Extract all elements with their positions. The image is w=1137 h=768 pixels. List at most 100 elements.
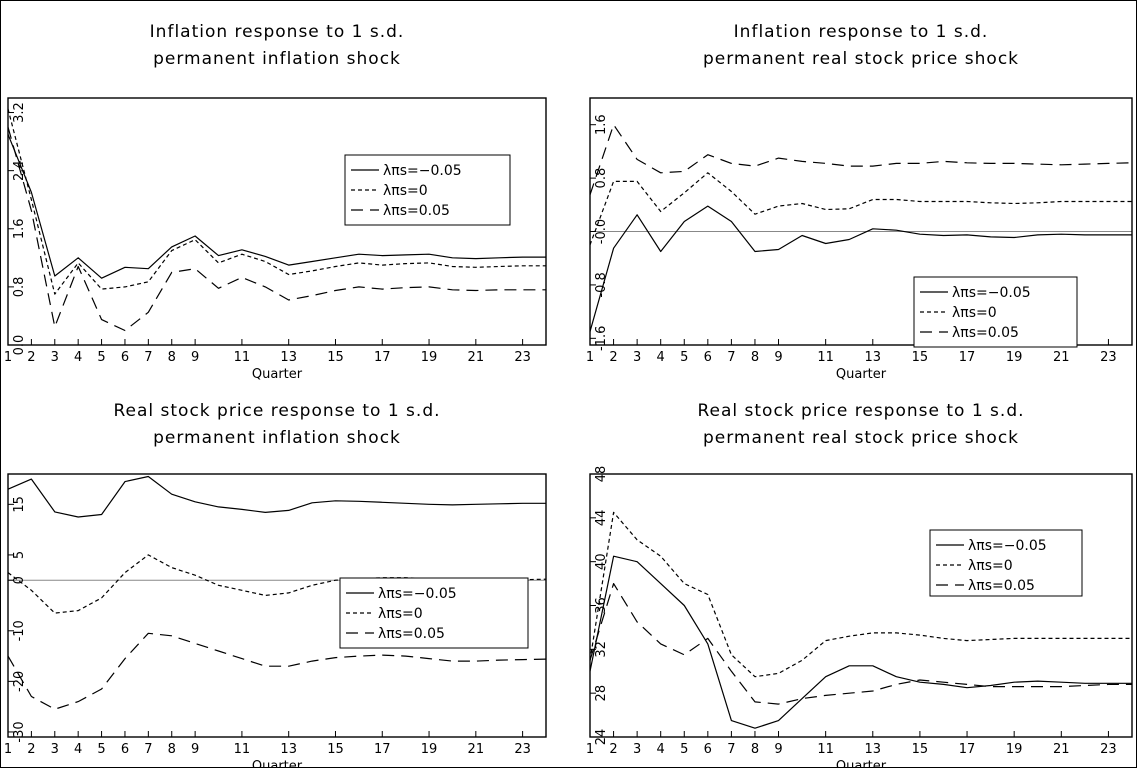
x-tick-label: 2 bbox=[609, 350, 617, 365]
x-tick-label: 4 bbox=[74, 350, 82, 365]
x-tick-label: 11 bbox=[817, 742, 834, 757]
legend-box bbox=[339, 577, 529, 649]
x-tick-label: 11 bbox=[234, 350, 251, 365]
x-tick-label: 19 bbox=[1006, 350, 1023, 365]
legend-label-3: λπs=0.05 bbox=[378, 626, 445, 642]
y-tick-label: 15 bbox=[12, 496, 27, 513]
legend-label-2: λπs=0 bbox=[952, 305, 997, 321]
series-line-3 bbox=[7, 632, 547, 710]
x-tick-label: 9 bbox=[191, 350, 199, 365]
series-line-3 bbox=[589, 124, 1133, 195]
x-tick-label: 13 bbox=[280, 350, 297, 365]
x-tick-label: 6 bbox=[121, 742, 129, 757]
x-tick-label: 3 bbox=[633, 742, 641, 757]
series-line-3 bbox=[589, 582, 1132, 705]
chart-title-line-2: permanent inflation shock bbox=[153, 428, 401, 448]
y-tick-label: 3.2 bbox=[12, 102, 27, 123]
y-tick-label: 2.4 bbox=[12, 160, 27, 181]
series-line-1 bbox=[7, 475, 546, 518]
chart-panel-1: Inflation response to 1 s.d. permanent in… bbox=[4, 22, 547, 382]
x-tick-label: 5 bbox=[680, 742, 688, 757]
x-axis-label: Quarter bbox=[252, 759, 303, 768]
chart-title-line-1: Inflation response to 1 s.d. bbox=[734, 22, 989, 42]
series-line-1 bbox=[589, 555, 1132, 729]
legend: λπs=−0.05 λπs=0 λπs=0.05 bbox=[339, 577, 529, 649]
x-tick-label: 17 bbox=[374, 350, 391, 365]
chart-title-line-2: permanent real stock price shock bbox=[703, 49, 1019, 69]
x-tick-label: 2 bbox=[27, 742, 35, 757]
plot-frame bbox=[7, 473, 547, 738]
legend-label-1: λπs=−0.05 bbox=[968, 538, 1047, 554]
series-line-3 bbox=[7, 126, 546, 332]
x-tick-label: 1 bbox=[4, 742, 12, 757]
x-tick-label: 15 bbox=[912, 350, 929, 365]
x-tick-label: 3 bbox=[51, 350, 59, 365]
x-tick-label: 7 bbox=[727, 742, 735, 757]
x-tick-label: 6 bbox=[704, 742, 712, 757]
series-line-2 bbox=[589, 511, 1132, 678]
y-tick-label: 0.0 bbox=[12, 335, 27, 356]
y-tick-label: 5 bbox=[12, 551, 27, 559]
x-tick-label: 6 bbox=[121, 350, 129, 365]
x-tick-label: 17 bbox=[374, 742, 391, 757]
chart-panel-2: Inflation response to 1 s.d. permanent re… bbox=[586, 22, 1133, 382]
x-tick-label: 8 bbox=[751, 350, 759, 365]
legend-label-3: λπs=0.05 bbox=[383, 203, 450, 219]
x-axis-label: Quarter bbox=[836, 367, 887, 382]
y-tick-label: 44 bbox=[594, 510, 609, 527]
x-tick-label: 23 bbox=[1100, 742, 1117, 757]
x-tick-label: 23 bbox=[514, 742, 531, 757]
x-tick-label: 3 bbox=[51, 742, 59, 757]
y-tick-label: 36 bbox=[594, 597, 609, 614]
chart-title-line-1: Inflation response to 1 s.d. bbox=[150, 22, 405, 42]
series-line-1 bbox=[7, 134, 546, 279]
x-tick-label: 5 bbox=[97, 742, 105, 757]
y-tick-label: -0.8 bbox=[594, 272, 609, 297]
x-tick-label: 3 bbox=[633, 350, 641, 365]
x-tick-label: 4 bbox=[74, 742, 82, 757]
y-tick-label: 24 bbox=[594, 729, 609, 746]
series-line-2 bbox=[589, 172, 1132, 246]
x-tick-label: 7 bbox=[727, 350, 735, 365]
x-tick-label: 21 bbox=[468, 350, 485, 365]
y-tick-label: 1.6 bbox=[12, 218, 27, 239]
x-tick-label: 21 bbox=[1053, 742, 1070, 757]
x-tick-label: 15 bbox=[327, 742, 344, 757]
y-tick-label: 48 bbox=[594, 466, 609, 483]
legend-label-1: λπs=−0.05 bbox=[383, 163, 462, 179]
series-line-2 bbox=[7, 108, 546, 295]
x-tick-label: 5 bbox=[680, 350, 688, 365]
x-tick-label: 13 bbox=[280, 742, 297, 757]
x-tick-label: 1 bbox=[4, 350, 12, 365]
x-tick-label: 9 bbox=[774, 742, 782, 757]
x-tick-label: 9 bbox=[774, 350, 782, 365]
x-tick-label: 6 bbox=[704, 350, 712, 365]
x-tick-label: 13 bbox=[865, 742, 882, 757]
y-tick-label: 28 bbox=[594, 685, 609, 702]
chart-title-line-2: permanent real stock price shock bbox=[703, 428, 1019, 448]
plot-frame bbox=[589, 97, 1133, 346]
legend-label-2: λπs=0 bbox=[383, 183, 428, 199]
y-tick-label: 40 bbox=[594, 553, 609, 570]
x-tick-label: 1 bbox=[586, 742, 594, 757]
y-tick-label: 32 bbox=[594, 641, 609, 658]
y-tick-label: -30 bbox=[12, 721, 27, 742]
x-tick-label: 19 bbox=[1006, 742, 1023, 757]
x-tick-label: 13 bbox=[865, 350, 882, 365]
x-tick-label: 11 bbox=[817, 350, 834, 365]
chart-panel-4: Real stock price response to 1 s.d. perma… bbox=[586, 401, 1133, 768]
x-tick-label: 5 bbox=[97, 350, 105, 365]
x-tick-label: 21 bbox=[1053, 350, 1070, 365]
x-tick-label: 4 bbox=[657, 350, 665, 365]
x-tick-label: 9 bbox=[191, 742, 199, 757]
legend-label-3: λπs=0.05 bbox=[952, 325, 1019, 341]
y-tick-label: -1.6 bbox=[594, 326, 609, 351]
y-tick-label: -20 bbox=[12, 671, 27, 692]
x-tick-label: 8 bbox=[168, 742, 176, 757]
x-tick-label: 8 bbox=[751, 742, 759, 757]
x-tick-label: 4 bbox=[657, 742, 665, 757]
legend: λπs=−0.05 λπs=0 λπs=0.05 bbox=[344, 154, 511, 226]
series-line-1 bbox=[589, 205, 1132, 332]
x-tick-label: 1 bbox=[586, 350, 594, 365]
